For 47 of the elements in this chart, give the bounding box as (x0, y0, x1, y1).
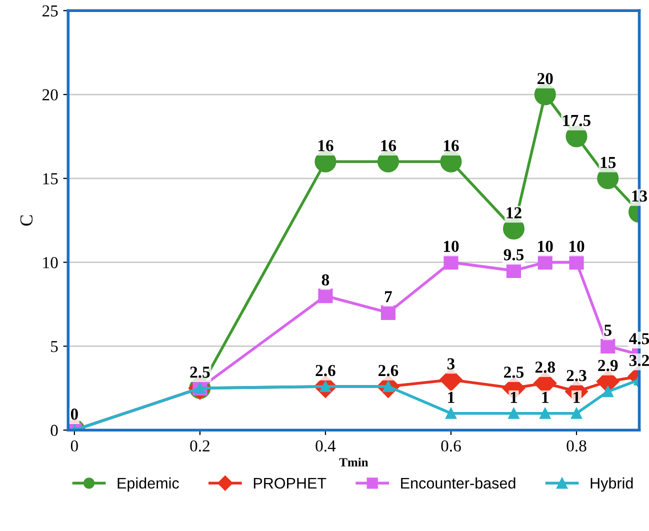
data-label: 1 (448, 392, 454, 403)
data-label: 10 (570, 240, 584, 252)
data-label: 4.5 (629, 333, 649, 344)
x-tick-label: 0 (70, 440, 78, 452)
data-label: 1 (510, 392, 518, 403)
y-tick-label: 5 (51, 341, 58, 352)
x-tick-label: 0.6 (441, 440, 461, 452)
legend-label: Epidemic (118, 477, 179, 492)
data-label: 5 (604, 324, 612, 336)
data-label: 16 (444, 140, 459, 152)
data-label: 2.6 (378, 364, 398, 376)
data-label: 3.2 (629, 354, 649, 366)
data-label: 17.5 (563, 114, 590, 126)
legend-label: Encounter-based (401, 477, 516, 489)
data-label: 16 (318, 140, 334, 152)
data-label: 16 (381, 140, 396, 152)
data-label: 13 (632, 190, 648, 202)
x-tick-label: 0.8 (566, 440, 586, 452)
x-tick-label: 0.4 (316, 440, 336, 452)
y-tick-label: 10 (43, 257, 58, 268)
legend-label: Hybrid (590, 477, 633, 492)
y-tick-label: 25 (42, 5, 58, 17)
data-label: 0 (70, 408, 78, 420)
data-label: 10 (444, 240, 459, 252)
data-label: 10 (538, 240, 553, 252)
y-tick-label: 15 (43, 173, 58, 184)
data-label: 20 (537, 72, 553, 84)
data-label: 2.6 (316, 364, 336, 376)
data-label: 2.3 (566, 370, 586, 382)
x-axis-title: Tmin (339, 458, 368, 466)
y-tick-label: 0 (50, 424, 58, 436)
data-label: 8 (322, 274, 330, 286)
data-label: 9.5 (504, 249, 524, 260)
data-label: 2.5 (190, 366, 210, 378)
data-label: 2.5 (504, 366, 524, 378)
data-label: 12 (506, 207, 522, 218)
data-label: 1 (574, 392, 580, 403)
data-label: 2.9 (598, 360, 618, 372)
legend-label: PROPHET (254, 478, 326, 489)
data-label: 3 (447, 358, 455, 370)
x-tick-label: 0.2 (190, 440, 210, 452)
data-label: 1 (542, 392, 548, 403)
y-tick-label: 20 (42, 89, 58, 100)
data-label: 15 (600, 156, 616, 168)
data-label: 7 (385, 291, 392, 302)
data-label: 2.8 (535, 362, 555, 373)
y-axis-title: C (20, 215, 33, 226)
